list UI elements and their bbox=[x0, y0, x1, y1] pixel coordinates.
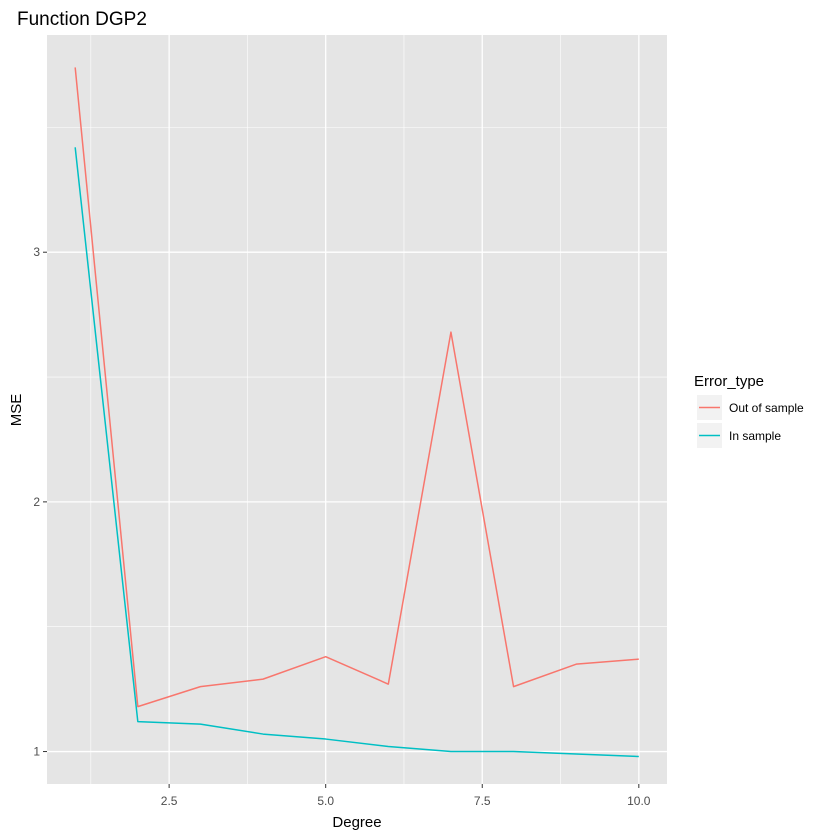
x-tick-label: 7.5 bbox=[474, 794, 491, 808]
series-layer bbox=[74, 67, 639, 758]
y-tick-label: 3 bbox=[33, 245, 40, 259]
x-tick-label: 10.0 bbox=[627, 794, 651, 808]
legend-title: Error_type bbox=[694, 373, 764, 390]
x-axis: 2.5 5.0 7.5 10.0 bbox=[161, 784, 651, 808]
series-line-out-of-sample bbox=[74, 67, 639, 708]
plot-panel bbox=[47, 35, 667, 784]
x-tick-label: 2.5 bbox=[161, 794, 178, 808]
chart-title: Function DGP2 bbox=[17, 9, 147, 30]
x-axis-title: Degree bbox=[332, 814, 381, 831]
y-axis-title: MSE bbox=[8, 394, 25, 427]
legend: Error_type Out of sample In sample bbox=[694, 373, 804, 448]
major-gridlines bbox=[47, 35, 667, 784]
x-tick-label: 5.0 bbox=[317, 794, 334, 808]
y-tick-label: 2 bbox=[33, 495, 40, 509]
legend-entry-label: In sample bbox=[729, 429, 781, 443]
y-axis: 1 2 3 bbox=[33, 245, 47, 759]
legend-entry-label: Out of sample bbox=[729, 401, 804, 415]
y-tick-label: 1 bbox=[33, 745, 40, 759]
series-line-in-sample bbox=[74, 147, 639, 758]
minor-gridlines bbox=[47, 35, 667, 784]
